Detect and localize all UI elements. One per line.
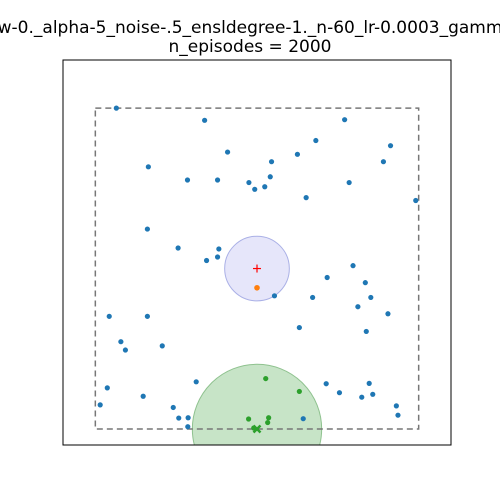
series-0-point [385,311,391,317]
series-0-point [159,343,165,349]
series-0-point [202,117,208,123]
series-0-point [296,324,302,331]
series-0-point [350,263,356,269]
plot-area [94,105,420,445]
series-0-point [324,274,330,281]
series-0-point [342,117,348,123]
series-0-point [300,416,306,422]
series-0-point [336,390,343,396]
series-0-point [184,177,191,183]
series-0-point [175,245,181,251]
series-0-point [395,412,401,418]
series-0-point [323,381,329,387]
series-0-point [185,415,191,421]
series-1-point [266,415,272,421]
series-0-point [359,394,365,400]
series-0-point [118,339,124,345]
series-0-point [193,379,199,385]
series-0-point [214,177,221,183]
series-0-point [113,105,119,111]
series-0-point [252,186,258,192]
series-0-point [246,179,252,186]
start-marker-b [252,424,262,434]
series-1-point [296,388,302,395]
series-0-point [262,184,268,190]
series-0-point [145,164,151,170]
chart-title-line2: n_episodes = 2000 [169,37,332,57]
series-0-point [224,149,231,155]
chart-title-line1: ew-0._alpha-5_noise-.5_ensldegree-1._n-6… [0,18,500,38]
series-0-point [393,403,399,409]
series-0-point [303,195,309,201]
series-0-point [366,380,372,386]
series-0-point [268,159,275,165]
series-0-point [216,246,222,252]
series-0-point [370,391,376,397]
series-0-point [214,254,221,260]
series-0-point [203,257,210,264]
series-0-point [363,328,369,335]
agent-point [254,284,260,291]
series-0-point [106,313,112,319]
series-0-point [362,280,368,286]
series-0-point [413,197,419,204]
series-0-point [144,313,150,319]
series-0-point [346,179,352,186]
series-0-point [294,151,301,157]
series-0-point [170,404,176,411]
series-0-point [104,385,110,391]
series-0-point [267,174,273,180]
series-0-point [310,294,316,301]
series-0-point [144,226,150,232]
series-0-point [271,293,278,299]
series-0-point [368,294,374,301]
axes-frame [62,59,452,446]
series-0-point [122,347,129,353]
series-1-point [245,416,252,422]
series-0-point [355,304,361,310]
series-1-point [263,375,269,382]
series-0-point [387,143,394,149]
series-0-point [380,159,387,165]
series-0-point [313,137,319,144]
series-0-point [97,402,103,408]
series-1-point [265,419,271,426]
series-0-point [140,393,146,399]
series-0-point [176,415,182,421]
series-0-point [185,424,191,430]
